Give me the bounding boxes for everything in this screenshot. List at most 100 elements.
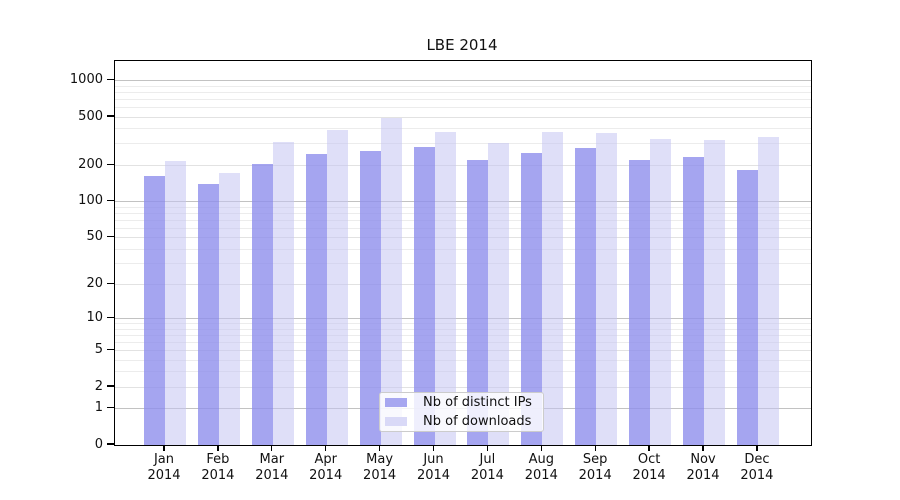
x-tick-may [378,445,381,451]
bar-downloads-jun [434,132,456,445]
bar-ips-feb [197,184,219,445]
x-tick-nov [702,445,704,451]
y-tick-100 [107,199,114,202]
x-tick-label-apr: Apr 2014 [309,452,343,483]
legend-item-downloads: Nb of downloads [385,412,543,431]
gridline-y-800 [115,91,811,93]
x-tick-apr [325,445,327,451]
y-tick-label-100: 100 [78,193,103,209]
bar-ips-nov [683,157,704,445]
x-tick-label-dec: Dec 2014 [740,452,774,483]
y-tick-1 [107,406,114,409]
x-tick-label-nov: Nov 2014 [686,452,720,483]
gridline-y-2 [115,386,811,388]
plot-area [114,60,812,446]
gridline-y-8 [115,328,811,330]
bar-ips-may [359,151,381,445]
x-tick-label-jun: Jun 2014 [416,452,451,483]
legend-item-distinct-ips: Nb of distinct IPs [385,393,543,412]
gridline-y-500 [115,116,811,118]
legend: Nb of distinct IPs Nb of downloads [379,392,544,432]
bar-ips-jul [467,160,489,445]
gridline-y-90 [115,206,811,208]
gridline-y-6 [115,341,811,343]
gridline-y-40 [115,248,811,250]
gridline-y-300 [115,143,811,145]
y-tick-label-20: 20 [86,275,103,291]
bar-ips-sep [575,148,597,445]
y-tick-label-0: 0 [94,436,103,452]
y-tick-200 [107,163,114,165]
x-tick-mar [271,445,273,451]
gridline-y-5 [115,350,811,351]
y-tick-20 [107,282,114,285]
gridline-y-30 [115,263,811,265]
x-tick-jan [163,445,165,451]
gridline-y-10 [115,318,811,320]
bar-downloads-jul [488,143,510,445]
gridline-y-7 [115,334,811,336]
y-tick-label-50: 50 [86,229,103,245]
y-tick-50 [107,235,114,238]
x-tick-feb [217,445,219,451]
bar-ips-oct [629,160,651,445]
x-tick-label-may: May 2014 [363,452,397,483]
gridline-y-600 [115,107,811,108]
y-tick-2 [107,385,114,387]
y-tick-10 [107,316,114,319]
bar-downloads-feb [218,173,240,445]
gridline-y-900 [115,85,811,87]
gridline-y-1000 [115,80,811,82]
bar-downloads-mar [272,142,294,445]
bar-ips-dec [736,169,758,445]
x-tick-label-mar: Mar 2014 [255,452,289,483]
bar-downloads-sep [596,133,618,445]
gridline-y-200 [115,164,811,166]
bar-downloads-aug [542,132,564,445]
x-tick-label-jan: Jan 2014 [147,452,181,483]
x-tick-jul [486,445,489,451]
bar-downloads-jan [165,160,186,445]
legend-swatch-distinct-ips [385,398,407,407]
chart-title: LBE 2014 [426,36,498,54]
gridline-y-9 [115,323,811,325]
y-tick-label-2: 2 [94,378,103,394]
y-tick-label-5: 5 [94,341,103,357]
x-tick-label-feb: Feb 2014 [201,452,235,483]
x-tick-label-sep: Sep 2014 [578,452,612,483]
y-tick-5 [107,348,114,351]
y-tick-label-200: 200 [78,156,103,172]
x-tick-oct [648,445,650,451]
y-tick-label-10: 10 [86,310,103,326]
bar-downloads-nov [704,140,725,445]
bar-ips-apr [305,154,327,445]
x-tick-sep [594,445,596,451]
legend-label-distinct-ips: Nb of distinct IPs [423,395,532,410]
x-tick-label-oct: Oct 2014 [632,452,666,483]
legend-label-downloads: Nb of downloads [423,414,532,429]
bar-downloads-oct [650,139,672,445]
bar-downloads-dec [757,137,779,445]
y-tick-label-1: 1 [94,399,103,415]
gridline-y-60 [115,227,811,229]
gridline-y-70 [115,219,811,221]
gridline-y-400 [115,128,811,130]
gridline-y-3 [115,371,811,373]
bar-downloads-apr [326,130,348,445]
x-tick-jun [432,445,435,451]
bar-ips-jun [413,147,435,445]
gridline-y-20 [115,283,811,285]
gridline-y-4 [115,359,811,361]
bar-ips-aug [521,153,543,445]
legend-swatch-downloads [385,417,407,426]
y-tick-0 [107,443,114,445]
x-tick-aug [540,445,542,451]
gridline-y-700 [115,98,811,100]
bar-downloads-may [380,117,402,445]
y-tick-label-1000: 1000 [69,72,103,88]
gridline-y-80 [115,212,811,214]
bar-ips-jan [144,176,165,445]
y-tick-label-500: 500 [78,108,103,124]
y-tick-500 [107,115,114,117]
